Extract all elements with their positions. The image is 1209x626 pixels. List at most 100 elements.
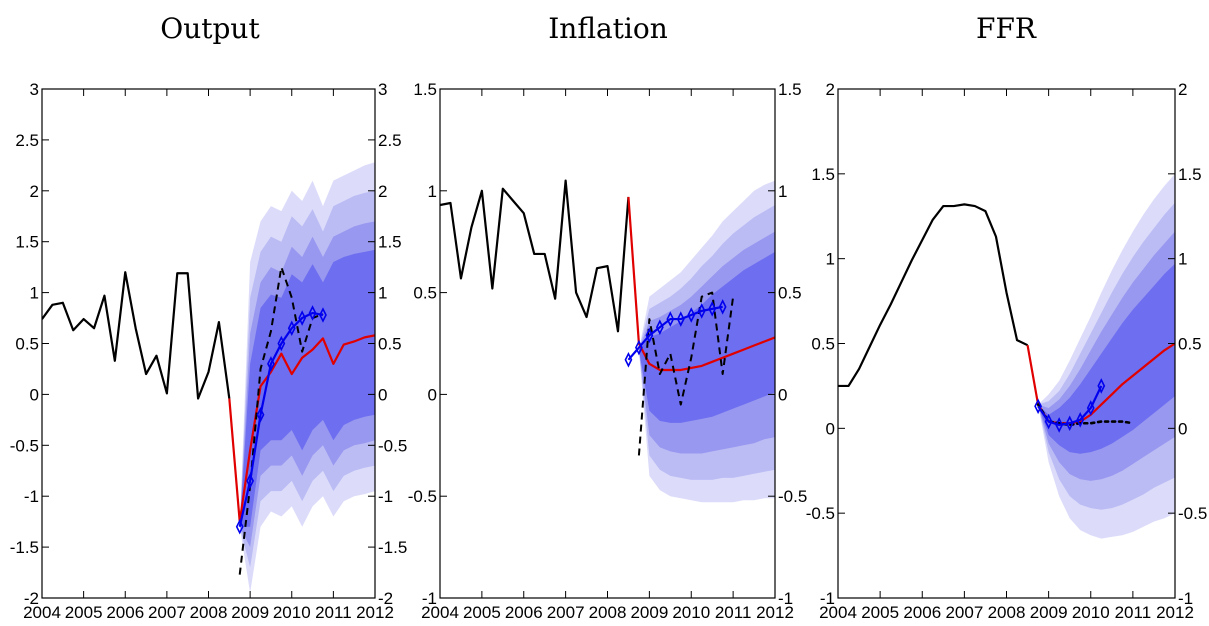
x-tick-label: 2004 (421, 603, 459, 622)
y-tick-label-right: 1.5 (778, 80, 802, 99)
data-point-marker (1076, 412, 1085, 428)
x-tick-label: 2011 (315, 603, 352, 622)
y-tick-label-right: 1 (1178, 250, 1187, 269)
x-tick-label: 2009 (1030, 603, 1068, 622)
y-tick-label-right: 1 (378, 284, 387, 303)
data-point-marker (645, 327, 654, 344)
x-tick-label: 2010 (1072, 603, 1110, 622)
data-point-marker (287, 320, 296, 337)
plot-area (42, 162, 375, 593)
y-tick-label-left: -1.5 (10, 538, 39, 557)
series-line-3 (637, 291, 735, 456)
y-tick-label-right: 0 (778, 385, 787, 404)
y-tick-label-left: 0 (30, 385, 39, 404)
y-tick-label-left: 1 (428, 182, 437, 201)
y-tick-label-left: -0.5 (408, 487, 437, 506)
x-tick-label: 2007 (945, 603, 983, 622)
x-tick-label: 2008 (988, 603, 1026, 622)
y-tick-label-right: 3 (378, 80, 387, 99)
y-tick-label-left: -0.5 (10, 436, 39, 455)
data-point-marker (676, 311, 685, 327)
y-tick-label-left: 1.5 (811, 165, 835, 184)
y-tick-label-right: -0.5 (378, 436, 407, 455)
plot-area (440, 179, 775, 503)
x-tick-label: 2006 (505, 603, 543, 622)
y-tick-label-left: -1 (422, 589, 437, 608)
series-line-4 (238, 311, 324, 527)
series-line-2 (627, 196, 775, 372)
data-point-marker (277, 335, 286, 352)
x-tick-label: 2011 (1115, 603, 1152, 622)
plot-area (838, 173, 1175, 539)
chart-title: FFR (976, 12, 1037, 45)
x-tick-label: 2010 (273, 603, 311, 622)
data-point-marker (256, 406, 265, 423)
y-tick-label-left: -0.5 (806, 504, 835, 523)
y-tick-label-right: 0.5 (778, 284, 802, 303)
x-tick-label: 2005 (861, 603, 899, 622)
x-tick-label: 2012 (1156, 603, 1194, 622)
y-tick-label-right: -2 (378, 589, 393, 608)
x-tick-label: 2008 (589, 603, 627, 622)
y-tick-label-left: 3 (30, 80, 39, 99)
data-point-marker (1065, 415, 1074, 432)
data-point-marker (1086, 400, 1095, 416)
series-line-1 (42, 271, 231, 400)
y-tick-label-right: 2.5 (378, 131, 402, 150)
y-tick-label-right: 2 (1178, 80, 1187, 99)
y-tick-label-right: 2 (378, 182, 387, 201)
data-point-marker (235, 518, 244, 535)
y-tick-label-left: -1 (820, 589, 835, 608)
data-point-marker (267, 356, 275, 372)
series-line-3 (1036, 403, 1135, 427)
chart-title: Inflation (548, 12, 668, 45)
y-tick-label-right: -0.5 (1178, 504, 1207, 523)
data-point-marker (319, 307, 327, 323)
y-tick-label-right: 0.5 (378, 335, 402, 354)
series-line-1 (838, 203, 1029, 388)
x-tick-label: 2006 (903, 603, 941, 622)
y-tick-label-left: 0.5 (413, 284, 437, 303)
data-point-marker (246, 473, 255, 489)
y-tick-label-left: 1.5 (413, 80, 437, 99)
y-tick-label-right: 0 (378, 385, 387, 404)
data-point-marker (308, 305, 317, 321)
y-tick-label-right: -1 (778, 589, 793, 608)
x-tick-label: 2004 (819, 603, 857, 622)
data-point-marker (697, 303, 706, 319)
data-point-marker (1097, 378, 1106, 394)
x-tick-label: 2007 (148, 603, 186, 622)
fan-band-4 (1038, 263, 1175, 454)
series-line-4 (627, 305, 723, 361)
y-tick-label-left: 0 (826, 419, 835, 438)
series-line-2 (228, 334, 375, 523)
y-tick-label-left: -2 (24, 589, 39, 608)
y-tick-label-left: 1 (30, 284, 39, 303)
data-point-marker (635, 339, 643, 356)
data-point-marker (666, 311, 675, 327)
series-line-3 (238, 266, 324, 575)
y-tick-label-right: -0.5 (778, 487, 807, 506)
x-tick-label: 2012 (356, 603, 394, 622)
data-point-marker (1055, 417, 1064, 433)
y-tick-label-left: 0 (428, 385, 437, 404)
x-tick-label: 2011 (715, 603, 752, 622)
x-tick-label: 2009 (630, 603, 668, 622)
y-tick-label-right: 1.5 (1178, 165, 1202, 184)
y-tick-label-left: -1 (24, 487, 39, 506)
y-tick-label-right: -1 (1178, 589, 1193, 608)
series-line-4 (1037, 385, 1103, 427)
series-line-1 (440, 179, 630, 333)
data-point-marker (1034, 398, 1042, 415)
x-tick-label: 2010 (672, 603, 710, 622)
y-tick-label-right: 1 (778, 182, 787, 201)
x-tick-label: 2008 (190, 603, 228, 622)
data-point-marker (298, 310, 307, 326)
x-tick-label: 2005 (463, 603, 501, 622)
y-tick-label-left: 0.5 (15, 335, 39, 354)
x-tick-label: 2006 (106, 603, 144, 622)
y-tick-label-right: -1 (378, 487, 393, 506)
data-point-marker (708, 301, 717, 317)
